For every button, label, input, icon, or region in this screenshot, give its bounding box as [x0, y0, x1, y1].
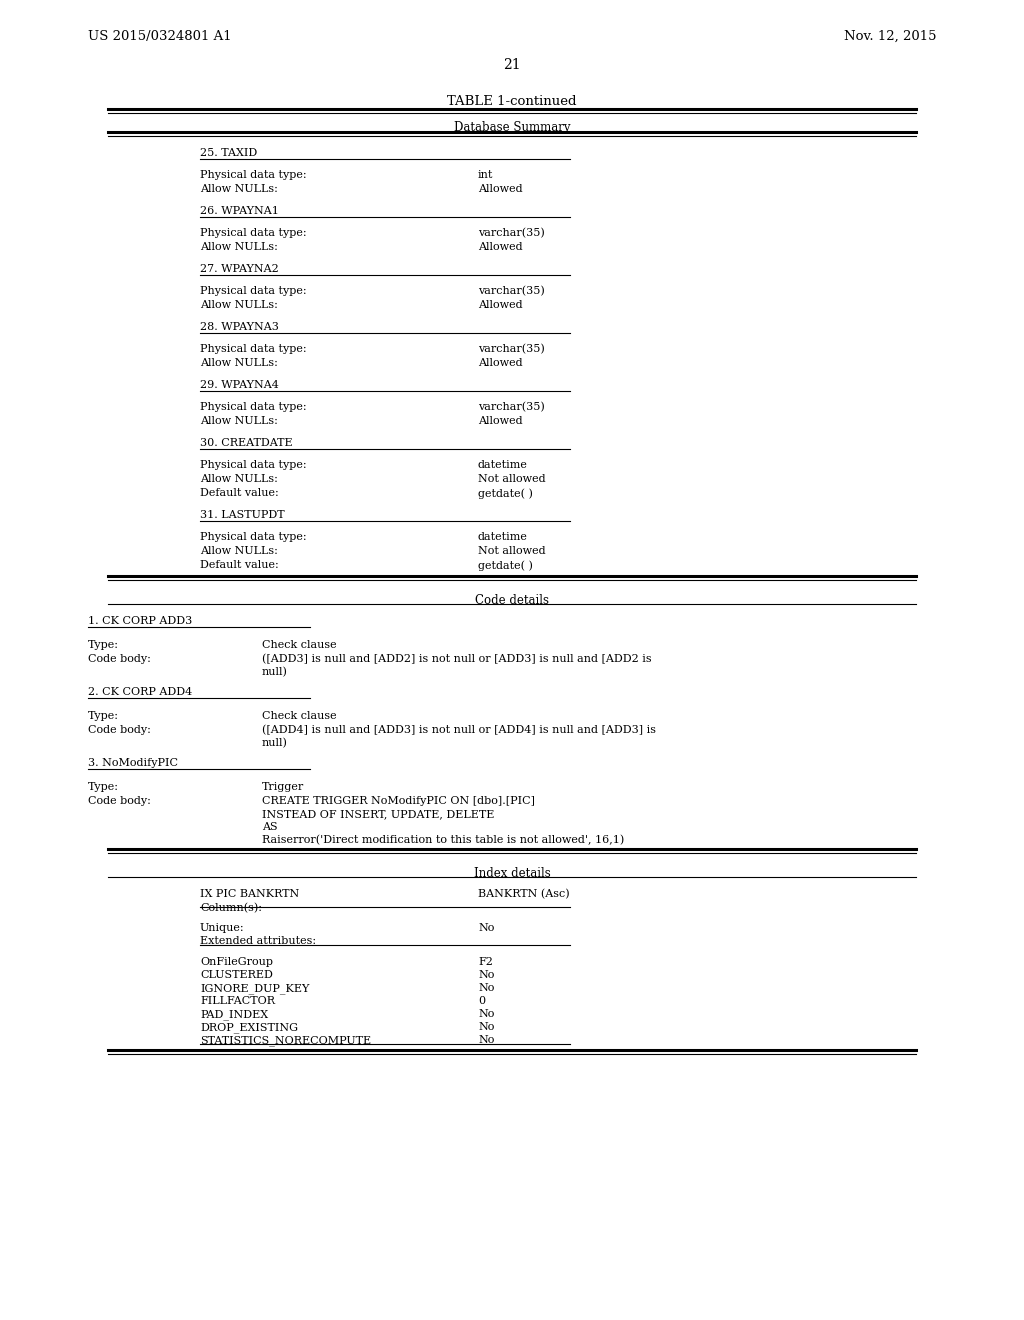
- Text: ([ADD3] is null and [ADD2] is not null or [ADD3] is null and [ADD2 is: ([ADD3] is null and [ADD2] is not null o…: [262, 653, 651, 664]
- Text: Physical data type:: Physical data type:: [200, 286, 306, 296]
- Text: Not allowed: Not allowed: [478, 546, 546, 556]
- Text: PAD_INDEX: PAD_INDEX: [200, 1008, 268, 1020]
- Text: 0: 0: [478, 997, 485, 1006]
- Text: 29. WPAYNA4: 29. WPAYNA4: [200, 380, 279, 389]
- Text: Physical data type:: Physical data type:: [200, 532, 306, 543]
- Text: INSTEAD OF INSERT, UPDATE, DELETE: INSTEAD OF INSERT, UPDATE, DELETE: [262, 809, 495, 818]
- Text: Column(s):: Column(s):: [200, 903, 262, 913]
- Text: Allowed: Allowed: [478, 300, 522, 310]
- Text: IGNORE_DUP_KEY: IGNORE_DUP_KEY: [200, 983, 309, 994]
- Text: getdate( ): getdate( ): [478, 560, 532, 570]
- Text: Check clause: Check clause: [262, 711, 337, 721]
- Text: Allow NULLs:: Allow NULLs:: [200, 474, 278, 484]
- Text: 28. WPAYNA3: 28. WPAYNA3: [200, 322, 279, 333]
- Text: 2. CK CORP ADD4: 2. CK CORP ADD4: [88, 686, 193, 697]
- Text: Physical data type:: Physical data type:: [200, 345, 306, 354]
- Text: Allowed: Allowed: [478, 183, 522, 194]
- Text: 31. LASTUPDT: 31. LASTUPDT: [200, 510, 285, 520]
- Text: Nov. 12, 2015: Nov. 12, 2015: [844, 30, 936, 44]
- Text: 25. TAXID: 25. TAXID: [200, 148, 257, 158]
- Text: Code body:: Code body:: [88, 653, 151, 664]
- Text: No: No: [478, 970, 495, 979]
- Text: No: No: [478, 1035, 495, 1045]
- Text: TABLE 1-continued: TABLE 1-continued: [447, 95, 577, 108]
- Text: 1. CK CORP ADD3: 1. CK CORP ADD3: [88, 616, 193, 626]
- Text: Database Summary: Database Summary: [454, 121, 570, 135]
- Text: 30. CREATDATE: 30. CREATDATE: [200, 438, 293, 447]
- Text: Default value:: Default value:: [200, 488, 279, 498]
- Text: CREATE TRIGGER NoModifyPIC ON [dbo].[PIC]: CREATE TRIGGER NoModifyPIC ON [dbo].[PIC…: [262, 796, 535, 807]
- Text: null): null): [262, 738, 288, 748]
- Text: No: No: [478, 983, 495, 993]
- Text: BANKRTN (Asc): BANKRTN (Asc): [478, 888, 569, 899]
- Text: ([ADD4] is null and [ADD3] is not null or [ADD4] is null and [ADD3] is: ([ADD4] is null and [ADD3] is not null o…: [262, 725, 656, 735]
- Text: Trigger: Trigger: [262, 781, 304, 792]
- Text: Type:: Type:: [88, 781, 119, 792]
- Text: null): null): [262, 667, 288, 677]
- Text: No: No: [478, 1008, 495, 1019]
- Text: Physical data type:: Physical data type:: [200, 228, 306, 238]
- Text: Allowed: Allowed: [478, 242, 522, 252]
- Text: datetime: datetime: [478, 532, 528, 543]
- Text: STATISTICS_NORECOMPUTE: STATISTICS_NORECOMPUTE: [200, 1035, 371, 1045]
- Text: varchar(35): varchar(35): [478, 345, 545, 354]
- Text: 27. WPAYNA2: 27. WPAYNA2: [200, 264, 279, 275]
- Text: Not allowed: Not allowed: [478, 474, 546, 484]
- Text: Allow NULLs:: Allow NULLs:: [200, 358, 278, 368]
- Text: CLUSTERED: CLUSTERED: [200, 970, 272, 979]
- Text: 3. NoModifyPIC: 3. NoModifyPIC: [88, 758, 178, 768]
- Text: No: No: [478, 923, 495, 933]
- Text: varchar(35): varchar(35): [478, 228, 545, 239]
- Text: getdate( ): getdate( ): [478, 488, 532, 499]
- Text: No: No: [478, 1022, 495, 1032]
- Text: 21: 21: [503, 58, 521, 73]
- Text: Type:: Type:: [88, 711, 119, 721]
- Text: Allowed: Allowed: [478, 416, 522, 426]
- Text: Physical data type:: Physical data type:: [200, 403, 306, 412]
- Text: Physical data type:: Physical data type:: [200, 459, 306, 470]
- Text: Raiserror('Direct modification to this table is not allowed', 16,1): Raiserror('Direct modification to this t…: [262, 836, 625, 845]
- Text: varchar(35): varchar(35): [478, 286, 545, 296]
- Text: FILLFACTOR: FILLFACTOR: [200, 997, 275, 1006]
- Text: int: int: [478, 170, 494, 180]
- Text: Allowed: Allowed: [478, 358, 522, 368]
- Text: OnFileGroup: OnFileGroup: [200, 957, 273, 968]
- Text: Default value:: Default value:: [200, 560, 279, 570]
- Text: 26. WPAYNA1: 26. WPAYNA1: [200, 206, 279, 216]
- Text: datetime: datetime: [478, 459, 528, 470]
- Text: varchar(35): varchar(35): [478, 403, 545, 412]
- Text: F2: F2: [478, 957, 493, 968]
- Text: Allow NULLs:: Allow NULLs:: [200, 416, 278, 426]
- Text: AS: AS: [262, 822, 278, 832]
- Text: DROP_EXISTING: DROP_EXISTING: [200, 1022, 298, 1032]
- Text: Code body:: Code body:: [88, 796, 151, 807]
- Text: Allow NULLs:: Allow NULLs:: [200, 242, 278, 252]
- Text: Index details: Index details: [474, 867, 550, 880]
- Text: Allow NULLs:: Allow NULLs:: [200, 183, 278, 194]
- Text: Allow NULLs:: Allow NULLs:: [200, 546, 278, 556]
- Text: Code body:: Code body:: [88, 725, 151, 735]
- Text: Type:: Type:: [88, 640, 119, 649]
- Text: IX PIC BANKRTN: IX PIC BANKRTN: [200, 888, 299, 899]
- Text: Code details: Code details: [475, 594, 549, 607]
- Text: Physical data type:: Physical data type:: [200, 170, 306, 180]
- Text: Allow NULLs:: Allow NULLs:: [200, 300, 278, 310]
- Text: Extended attributes:: Extended attributes:: [200, 936, 316, 946]
- Text: Unique:: Unique:: [200, 923, 245, 933]
- Text: US 2015/0324801 A1: US 2015/0324801 A1: [88, 30, 231, 44]
- Text: Check clause: Check clause: [262, 640, 337, 649]
